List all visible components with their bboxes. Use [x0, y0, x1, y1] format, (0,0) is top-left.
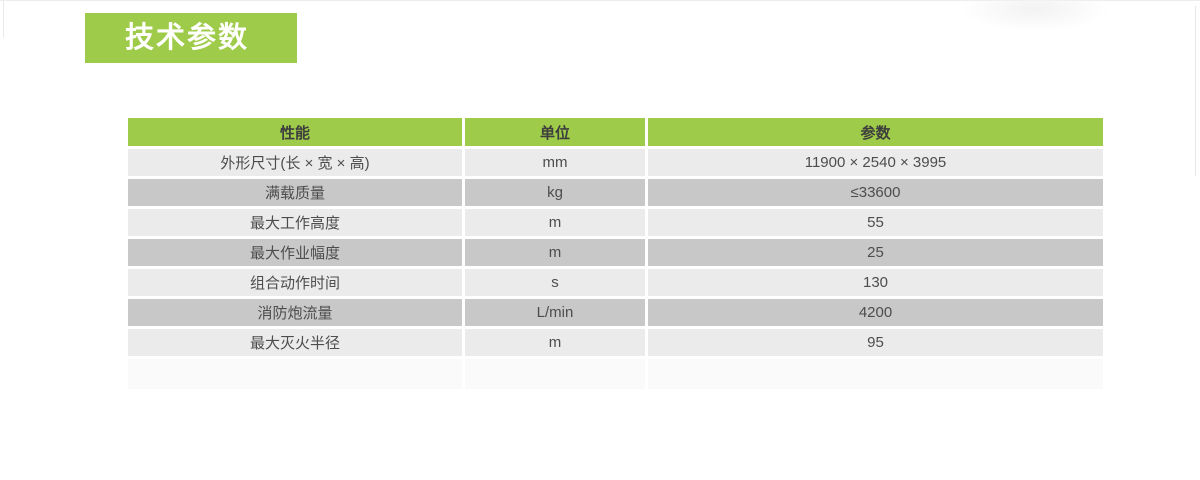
- cell-performance: 消防炮流量: [128, 299, 462, 326]
- cell-unit: mm: [465, 149, 645, 176]
- footer-cell: [128, 359, 462, 389]
- cell-performance: 最大作业幅度: [128, 239, 462, 266]
- page-left-border: [3, 0, 4, 38]
- cell-parameter: 95: [648, 329, 1103, 356]
- section-title-banner: 技术参数: [85, 13, 297, 63]
- table-row: 最大灭火半径 m 95: [128, 329, 1103, 356]
- column-header-parameter: 参数: [648, 118, 1103, 146]
- cell-performance: 满载质量: [128, 179, 462, 206]
- page-top-border: [0, 0, 1200, 1]
- table-row: 消防炮流量 L/min 4200: [128, 299, 1103, 326]
- footer-cell: [465, 359, 645, 389]
- cell-parameter: 11900 × 2540 × 3995: [648, 149, 1103, 176]
- section-title: 技术参数: [125, 21, 250, 54]
- cell-parameter: ≤33600: [648, 179, 1103, 206]
- cell-unit: kg: [465, 179, 645, 206]
- cell-unit: m: [465, 239, 645, 266]
- cell-parameter: 25: [648, 239, 1103, 266]
- column-header-unit: 单位: [465, 118, 645, 146]
- cell-performance: 外形尺寸(长 × 宽 × 高): [128, 149, 462, 176]
- footer-cell: [648, 359, 1103, 389]
- table-footer-row: [128, 359, 1103, 389]
- table-body: 外形尺寸(长 × 宽 × 高) mm 11900 × 2540 × 3995 满载质量…: [128, 149, 1103, 356]
- cell-performance: 最大灭火半径: [128, 329, 462, 356]
- cell-parameter: 130: [648, 269, 1103, 296]
- cell-performance: 组合动作时间: [128, 269, 462, 296]
- cell-performance: 最大工作高度: [128, 209, 462, 236]
- table-row: 组合动作时间 s 130: [128, 269, 1103, 296]
- page-right-border: [1195, 6, 1196, 176]
- cell-unit: s: [465, 269, 645, 296]
- cell-parameter: 55: [648, 209, 1103, 236]
- table-row: 最大工作高度 m 55: [128, 209, 1103, 236]
- column-header-performance: 性能: [128, 118, 462, 146]
- cell-parameter: 4200: [648, 299, 1103, 326]
- table-header-row: 性能 单位 参数: [128, 118, 1103, 146]
- table-row: 最大作业幅度 m 25: [128, 239, 1103, 266]
- cell-unit: L/min: [465, 299, 645, 326]
- spec-table: 性能 单位 参数 外形尺寸(长 × 宽 × 高) mm 11900 × 2540 ×…: [128, 118, 1103, 389]
- table-row: 满载质量 kg ≤33600: [128, 179, 1103, 206]
- cell-unit: m: [465, 329, 645, 356]
- cell-unit: m: [465, 209, 645, 236]
- table-row: 外形尺寸(长 × 宽 × 高) mm 11900 × 2540 × 3995: [128, 149, 1103, 176]
- background-smudge: [960, 0, 1110, 32]
